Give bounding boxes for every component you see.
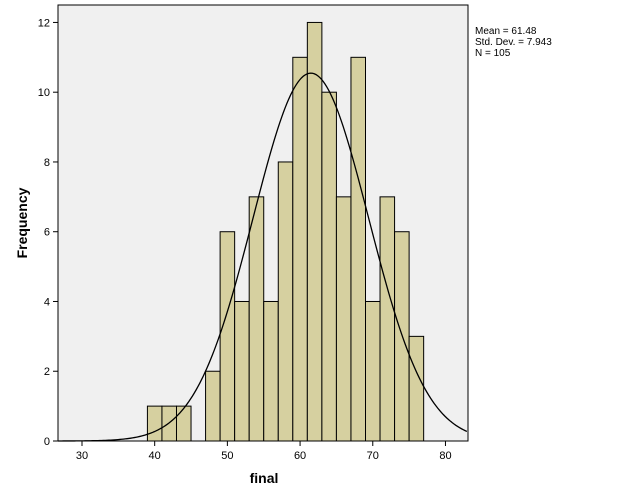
y-tick-label-10: 10	[38, 87, 50, 99]
histogram-bar-9	[292, 56, 308, 442]
histogram-bar-8	[277, 161, 294, 442]
histogram-bar-2	[175, 405, 192, 442]
x-tick-label-70: 70	[367, 450, 379, 462]
histogram-bar-7	[263, 300, 279, 442]
x-axis-title: final	[250, 470, 279, 486]
stat-std-dev: Std. Dev. = 7.943	[475, 37, 552, 48]
histogram-bar-13	[350, 56, 367, 442]
y-tick-label-12: 12	[38, 17, 50, 29]
x-tick-label-50: 50	[221, 450, 233, 462]
stat-n: N = 105	[475, 48, 511, 59]
y-tick-label-4: 4	[44, 296, 50, 308]
histogram-bar-5	[234, 300, 250, 442]
histogram-bar-12	[335, 196, 352, 442]
x-tick-label-60: 60	[294, 450, 306, 462]
histogram-bar-0	[146, 405, 163, 442]
y-tick-label-2: 2	[44, 366, 50, 378]
stat-mean: Mean = 61.48	[475, 26, 537, 37]
histogram-bar-11	[321, 91, 337, 442]
y-tick-label-0: 0	[44, 436, 50, 448]
y-axis-title: Frequency	[14, 187, 30, 258]
x-tick-label-30: 30	[76, 450, 88, 462]
histogram-bar-15	[379, 196, 396, 442]
x-axis: 30 40 50 60 70 80	[76, 441, 452, 462]
histogram-bar-17	[408, 335, 425, 442]
plot-frame	[57, 4, 469, 442]
histogram-bar-3	[205, 370, 221, 442]
x-tick-label-40: 40	[149, 450, 161, 462]
statistics-legend: Mean = 61.48 Std. Dev. = 7.943 N = 105	[475, 26, 552, 59]
x-tick-label-80: 80	[439, 450, 451, 462]
normal-curve	[58, 72, 468, 442]
histogram-bar-14	[365, 300, 381, 442]
histogram-bar-4	[219, 231, 236, 442]
y-tick-label-6: 6	[44, 227, 50, 239]
histogram-bar-6	[248, 196, 265, 442]
histogram-bar-10	[306, 21, 323, 442]
y-tick-label-8: 8	[44, 157, 50, 169]
y-axis: 0 2 4 6 8 10 12	[38, 17, 58, 448]
